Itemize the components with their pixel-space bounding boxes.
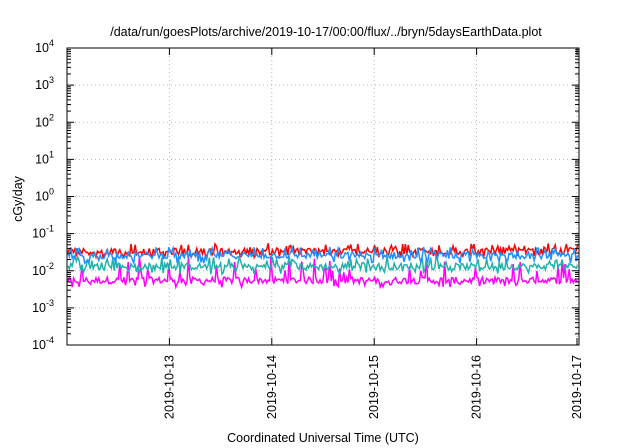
y-tick-base: 10 — [32, 227, 46, 241]
y-tick-exponent: 0 — [49, 187, 54, 197]
x-tick-label: 2019-10-17 — [570, 355, 584, 419]
y-tick-base: 10 — [35, 115, 49, 129]
y-tick-exponent: 4 — [49, 38, 54, 48]
y-tick-base: 10 — [32, 264, 46, 278]
y-tick-label: 104 — [35, 38, 54, 55]
y-tick-label: 10-1 — [32, 224, 54, 241]
series-line — [67, 253, 579, 277]
y-tick-exponent: 1 — [49, 149, 54, 159]
y-tick-base: 10 — [35, 152, 49, 166]
series-line — [67, 242, 579, 260]
y-tick-label: 10-2 — [32, 261, 54, 278]
x-tick-label: 2019-10-14 — [265, 355, 279, 419]
x-axis: 2019-10-13 2019-10-14 2019-10-15 2019-10-16… — [162, 48, 584, 419]
y-tick-exponent: -3 — [46, 298, 54, 308]
y-tick-label: 102 — [35, 112, 54, 129]
y-tick-label: 103 — [35, 75, 54, 92]
y-tick-exponent: 2 — [49, 112, 54, 122]
x-axis-label: Coordinated Universal Time (UTC) — [227, 431, 419, 445]
y-tick-exponent: -4 — [46, 335, 54, 345]
y-tick-exponent: -1 — [46, 224, 54, 234]
y-tick-exponent: -2 — [46, 261, 54, 271]
x-tick-label: 2019-10-15 — [367, 355, 381, 419]
y-tick-label: 10-4 — [32, 335, 54, 352]
y-axis-label: cGy/day — [11, 175, 25, 222]
x-tick-label: 2019-10-16 — [470, 355, 484, 419]
y-tick-label: 101 — [35, 149, 54, 166]
y-tick-base: 10 — [35, 41, 49, 55]
series-line — [67, 244, 579, 266]
y-tick-exponent: 3 — [49, 75, 54, 85]
grid — [67, 48, 579, 345]
x-tick-label: 2019-10-13 — [162, 355, 176, 419]
y-tick-base: 10 — [35, 190, 49, 204]
y-tick-base: 10 — [35, 78, 49, 92]
series-group — [67, 242, 579, 290]
y-tick-base: 10 — [32, 338, 46, 352]
y-tick-label: 100 — [35, 187, 54, 204]
series-line — [67, 256, 579, 290]
y-tick-base: 10 — [32, 301, 46, 315]
y-tick-label: 10-3 — [32, 298, 54, 315]
chart-title: /data/run/goesPlots/archive/2019-10-17/0… — [110, 25, 542, 39]
